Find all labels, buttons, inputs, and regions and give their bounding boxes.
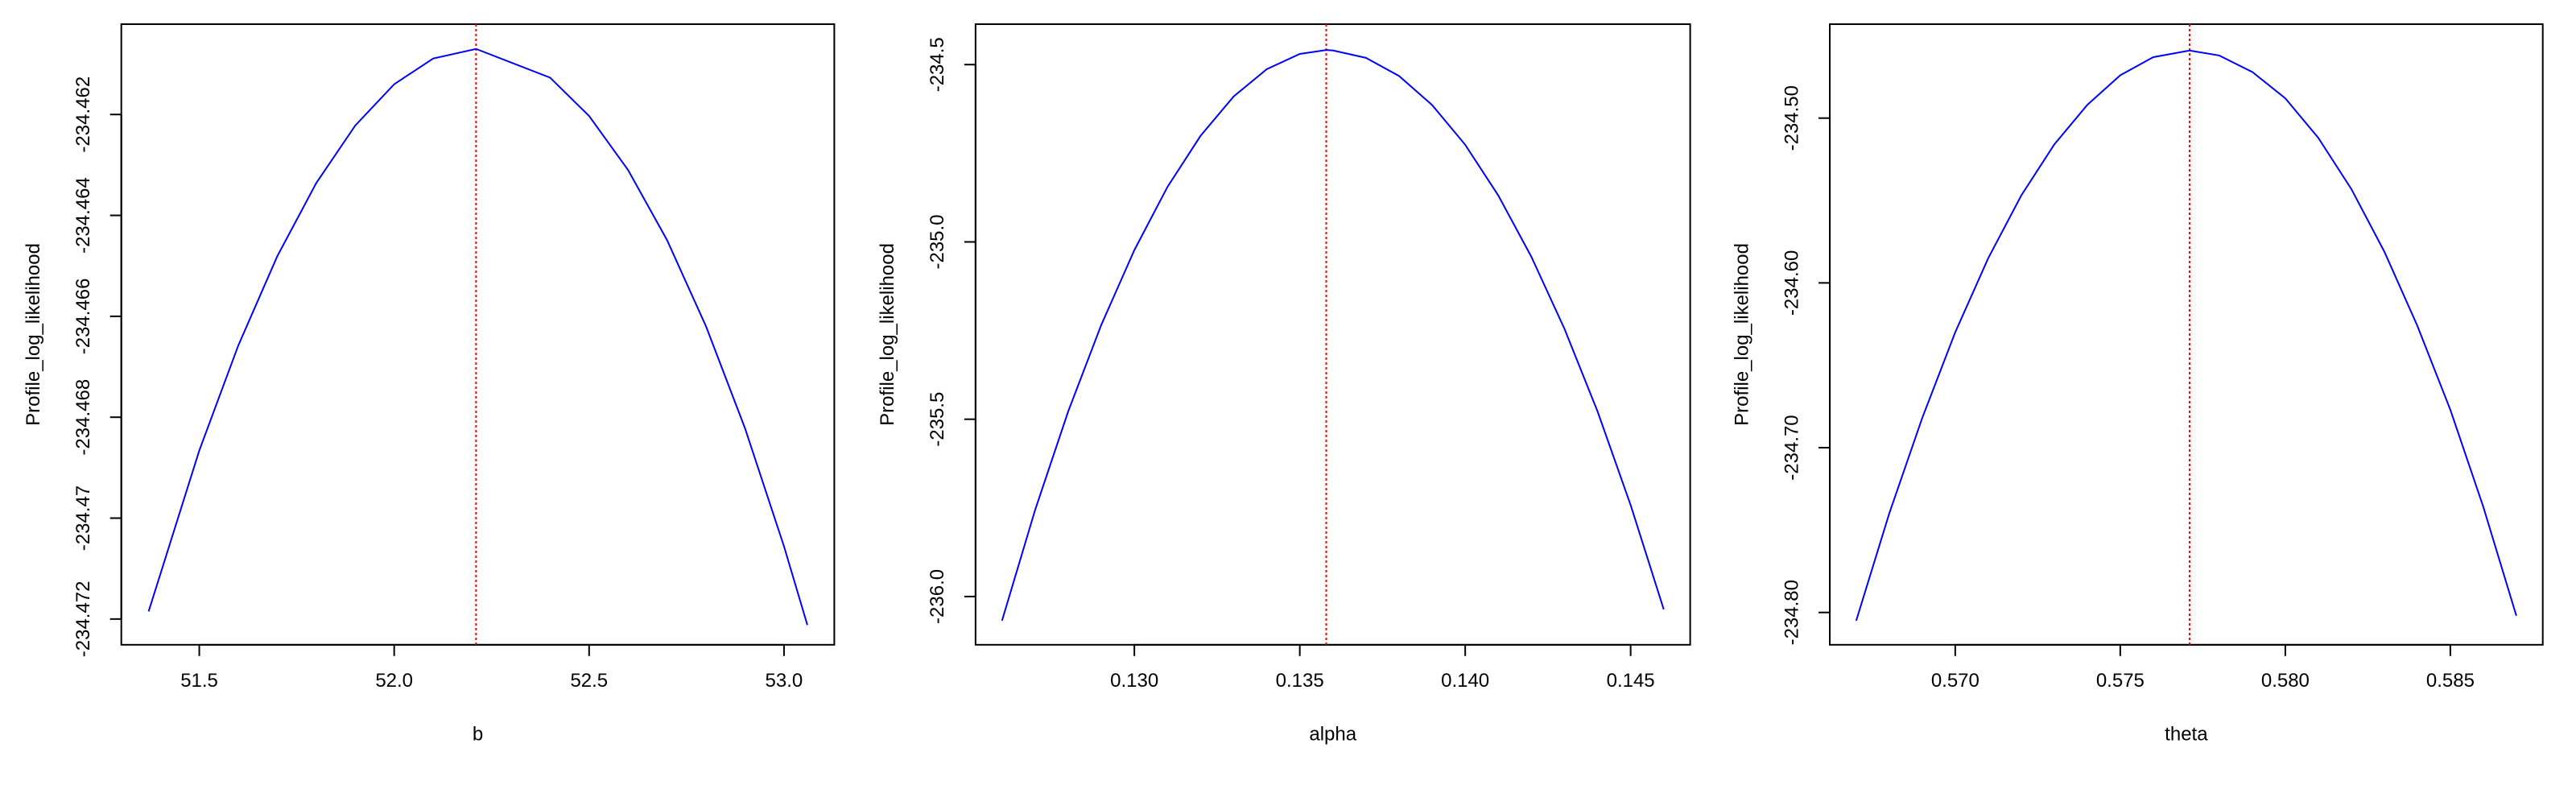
x-tick-label: 0.575 <box>2096 670 2145 692</box>
x-tick-label: 0.585 <box>2426 670 2475 692</box>
y-tick-label: -234.60 <box>1781 250 1802 316</box>
x-tick-label: 53.0 <box>766 670 803 692</box>
x-axis-label: b <box>473 723 483 745</box>
y-axis-label: Profile_log_likelihood <box>877 243 898 426</box>
x-axis-label: alpha <box>1309 723 1356 745</box>
y-tick-label: -234.50 <box>1781 85 1802 151</box>
plot-box <box>1829 23 2544 646</box>
y-tick-label: -234.462 <box>72 76 94 153</box>
y-tick-label: -234.464 <box>72 177 94 254</box>
likelihood-curve <box>1001 49 1665 622</box>
x-tick-label: 52.0 <box>375 670 413 692</box>
x-tick-label: 0.570 <box>1931 670 1979 692</box>
likelihood-curve <box>147 48 808 626</box>
x-tick-label: 52.5 <box>570 670 608 692</box>
plot-box <box>974 23 1691 646</box>
likelihood-curve <box>1855 49 2517 622</box>
y-tick-label: -234.80 <box>1781 580 1802 645</box>
x-tick-label: 51.5 <box>180 670 218 692</box>
x-tick-label: 0.580 <box>2261 670 2310 692</box>
plot-box <box>120 23 836 646</box>
x-tick-label: 0.135 <box>1276 670 1324 692</box>
y-tick-label: -234.472 <box>72 580 94 657</box>
y-axis-label: Profile_log_likelihood <box>23 243 44 426</box>
y-tick-label: -236.0 <box>927 569 948 624</box>
x-tick-label: 0.140 <box>1441 670 1489 692</box>
x-axis-label: theta <box>2165 723 2208 745</box>
y-tick-label: -235.0 <box>927 214 948 269</box>
y-tick-label: -235.5 <box>927 392 948 447</box>
y-tick-label: -234.5 <box>927 37 948 92</box>
y-tick-label: -234.468 <box>72 379 94 456</box>
y-tick-label: -234.466 <box>72 278 94 354</box>
y-tick-label: -234.47 <box>72 485 94 551</box>
y-tick-label: -234.70 <box>1781 415 1802 480</box>
y-axis-label: Profile_log_likelihood <box>1731 243 1752 426</box>
x-tick-label: 0.130 <box>1110 670 1158 692</box>
x-tick-label: 0.145 <box>1607 670 1655 692</box>
